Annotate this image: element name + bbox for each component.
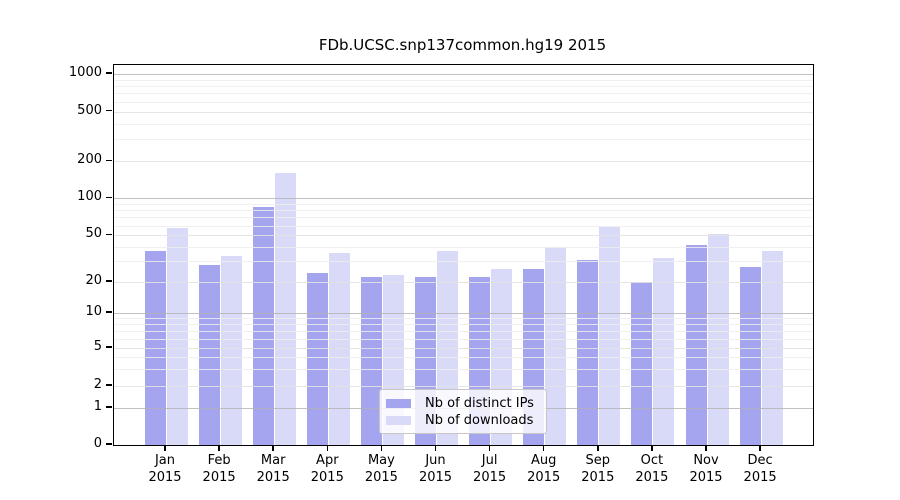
gridline-50 — [114, 235, 813, 237]
gridline-2 — [114, 386, 813, 387]
bar-downloads-apr — [328, 253, 350, 445]
y-tick-label-500: 500 — [77, 102, 102, 118]
y-tick-label-5: 5 — [93, 339, 102, 354]
gridline-400 — [114, 123, 813, 125]
x-tick-mark-apr — [326, 445, 329, 451]
bar-distinct-ips-jan — [144, 250, 166, 445]
x-tick-mark-dec — [759, 445, 761, 451]
bar-distinct-ips-apr — [306, 272, 328, 445]
gridline-70 — [114, 217, 813, 219]
gridline-100 — [114, 198, 813, 200]
y-tick-mark-2 — [106, 384, 112, 386]
x-tick-mark-jun — [434, 445, 437, 451]
y-tick-mark-50 — [106, 233, 112, 236]
chart-title: FDb.UCSC.snp137common.hg19 2015 — [318, 36, 607, 54]
gridline-90 — [114, 203, 813, 205]
plot-area — [113, 64, 814, 446]
y-tick-mark-20 — [106, 280, 112, 282]
x-tick-label-mar: Mar 2015 — [256, 453, 290, 485]
gridline-8 — [114, 324, 813, 326]
bar-downloads-mar — [274, 173, 296, 445]
bar-distinct-ips-mar — [252, 206, 274, 445]
gridline-10 — [114, 313, 813, 314]
y-tick-label-100: 100 — [77, 189, 102, 205]
gridline-3 — [114, 369, 813, 371]
x-tick-label-oct: Oct 2015 — [635, 453, 669, 485]
gridline-200 — [114, 161, 813, 163]
bar-distinct-ips-nov — [685, 245, 707, 445]
gridline-80 — [114, 210, 813, 212]
x-tick-mark-nov — [705, 445, 707, 451]
x-tick-label-jul: Jul 2015 — [473, 453, 507, 485]
gridline-300 — [114, 139, 813, 141]
y-tick-label-0: 0 — [93, 436, 102, 451]
y-tick-label-10: 10 — [85, 304, 102, 319]
x-tick-mark-jul — [488, 445, 491, 451]
x-tick-label-jan: Jan 2015 — [148, 453, 182, 485]
y-tick-mark-200 — [106, 159, 112, 162]
gridline-6 — [114, 338, 813, 340]
x-tick-mark-oct — [651, 445, 653, 451]
gridline-900 — [114, 79, 813, 81]
y-tick-mark-1000 — [106, 72, 112, 74]
y-tick-label-20: 20 — [85, 273, 102, 288]
x-tick-mark-aug — [542, 445, 545, 451]
bar-downloads-aug — [545, 246, 567, 445]
bar-distinct-ips-sep — [577, 259, 599, 445]
gridline-30 — [114, 261, 813, 263]
bar-downloads-sep — [599, 227, 621, 445]
y-tick-mark-5 — [106, 346, 112, 348]
y-tick-label-1: 1 — [93, 399, 102, 414]
gridline-7 — [114, 331, 813, 332]
x-tick-label-jun: Jun 2015 — [418, 453, 453, 485]
gridline-9 — [114, 318, 813, 320]
bar-downloads-oct — [653, 258, 675, 445]
x-tick-label-sep: Sep 2015 — [581, 453, 615, 485]
x-tick-mark-may — [380, 445, 383, 451]
x-tick-label-may: May 2015 — [364, 453, 398, 485]
legend-swatch-downloads — [386, 416, 411, 425]
bar-distinct-ips-oct — [631, 282, 653, 445]
legend-label-downloads: Nb of downloads — [425, 413, 534, 428]
legend-entry-downloads: Nb of downloads — [386, 412, 538, 429]
x-tick-mark-jan — [164, 445, 166, 451]
bar-downloads-dec — [761, 250, 783, 445]
y-tick-mark-0 — [106, 443, 112, 445]
y-tick-label-1000: 1000 — [68, 65, 102, 80]
x-tick-mark-mar — [272, 445, 274, 451]
legend-swatch-distinct-ips — [386, 399, 411, 408]
gridline-800 — [114, 86, 813, 88]
gridline-5 — [114, 348, 813, 349]
x-tick-mark-sep — [597, 445, 599, 451]
y-tick-label-2: 2 — [93, 377, 102, 392]
legend-label-distinct-ips: Nb of distinct IPs — [425, 396, 534, 411]
y-tick-mark-100 — [106, 196, 112, 199]
y-tick-mark-1 — [106, 406, 112, 408]
x-tick-label-apr: Apr 2015 — [310, 453, 344, 485]
gridline-40 — [114, 246, 813, 248]
legend-entry-distinct-ips: Nb of distinct IPs — [386, 395, 538, 412]
y-tick-mark-500 — [106, 109, 112, 112]
bar-distinct-ips-dec — [739, 266, 761, 445]
gridline-1000 — [114, 74, 813, 75]
bar-distinct-ips-feb — [198, 264, 220, 445]
y-tick-label-200: 200 — [77, 152, 102, 168]
legend: Nb of distinct IPs Nb of downloads — [379, 389, 547, 434]
x-tick-label-feb: Feb 2015 — [202, 453, 236, 485]
gridline-20 — [114, 282, 813, 283]
gridline-4 — [114, 357, 813, 359]
x-tick-mark-feb — [218, 445, 220, 451]
gridline-60 — [114, 225, 813, 227]
x-tick-label-dec: Dec 2015 — [743, 453, 777, 485]
gridline-500 — [114, 111, 813, 113]
gridline-700 — [114, 93, 813, 95]
x-tick-label-aug: Aug 2015 — [527, 453, 561, 485]
y-tick-mark-10 — [106, 311, 112, 313]
gridline-600 — [114, 101, 813, 103]
bar-downloads-feb — [220, 256, 242, 445]
x-tick-label-nov: Nov 2015 — [689, 453, 723, 485]
y-tick-label-50: 50 — [85, 226, 102, 242]
